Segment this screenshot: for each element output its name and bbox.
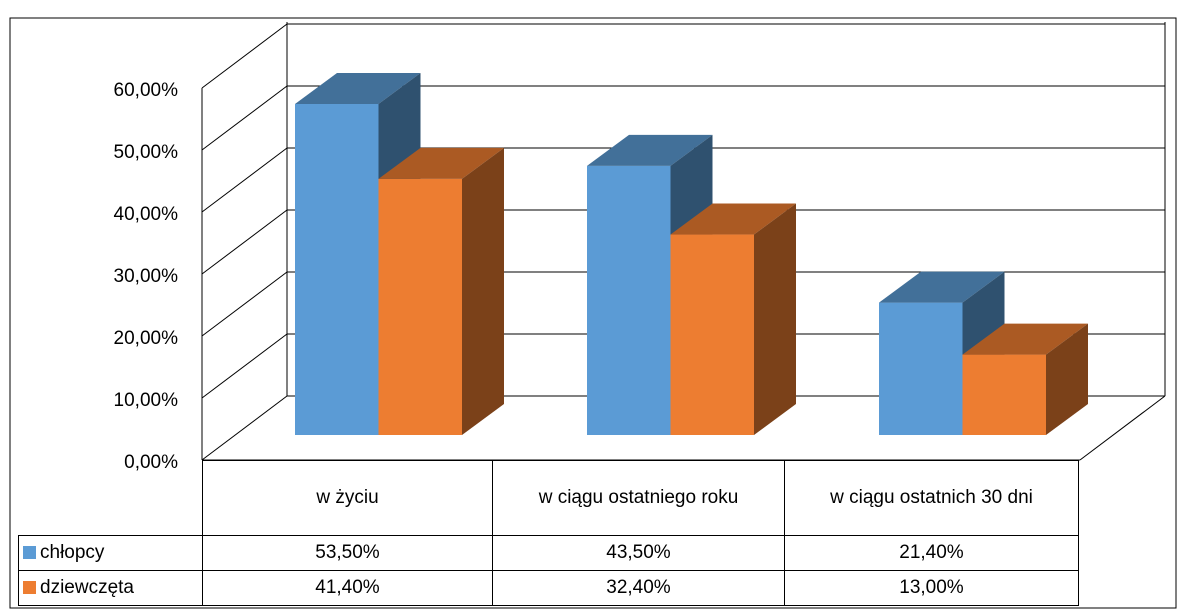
bar-top xyxy=(962,323,1088,355)
value-label: 41,40% xyxy=(202,570,493,606)
bar-side xyxy=(462,147,504,435)
category-label: w ciągu ostatnich 30 dni xyxy=(784,460,1079,536)
bars xyxy=(295,73,1088,436)
value-label: 53,50% xyxy=(202,535,493,571)
y-tick-label: 60,00% xyxy=(114,80,179,101)
bar-top xyxy=(879,271,1005,303)
bar-side xyxy=(1046,323,1088,435)
value-label: 43,50% xyxy=(492,535,785,571)
value-label: 13,00% xyxy=(784,570,1079,606)
series-row: dziewczęta 41,40% 32,40% 13,00% xyxy=(18,570,1079,606)
legend-cell: chłopcy xyxy=(18,535,203,571)
series-row: chłopcy 53,50% 43,50% 21,40% xyxy=(18,535,1079,571)
bar-front xyxy=(378,178,462,435)
value-label: 21,40% xyxy=(784,535,1079,571)
floor-edge xyxy=(1079,395,1166,461)
y-tick-label: 30,00% xyxy=(114,266,179,287)
legend-key xyxy=(23,581,36,594)
y-tick-label: 10,00% xyxy=(114,390,179,411)
data-table: w życiu w ciągu ostatniego roku w ciągu os… xyxy=(18,460,1079,606)
bar-top xyxy=(378,147,504,179)
bar-front xyxy=(962,354,1046,435)
grid-line-side xyxy=(201,23,288,89)
legend-key xyxy=(23,546,36,559)
bar-side xyxy=(754,203,796,435)
value-label: 32,40% xyxy=(492,570,785,606)
grid-line-side xyxy=(201,271,288,337)
grid-line-side xyxy=(201,395,288,461)
legend-label: dziewczęta xyxy=(40,577,134,598)
bar-top xyxy=(670,203,796,235)
chart-border xyxy=(9,17,1177,609)
bar-front xyxy=(879,302,963,435)
bar-front xyxy=(670,234,754,435)
y-tick-label: 20,00% xyxy=(114,328,179,349)
legend-cell: dziewczęta xyxy=(18,570,203,606)
category-label: w życiu xyxy=(202,460,493,536)
grid-line-side xyxy=(201,85,288,151)
header-row: w życiu w ciągu ostatniego roku w ciągu os… xyxy=(18,460,1079,536)
bar-front xyxy=(295,104,379,435)
bar-top xyxy=(587,134,713,166)
corner xyxy=(18,460,203,536)
legend-label: chłopcy xyxy=(40,542,105,563)
bar-top xyxy=(295,73,421,104)
grid-line-side xyxy=(201,209,288,275)
y-tick-label: 40,00% xyxy=(114,204,179,225)
bar-front xyxy=(587,165,671,436)
grid-line-side xyxy=(201,147,288,213)
grid-line-side xyxy=(201,333,288,399)
category-label: w ciągu ostatniego roku xyxy=(492,460,785,536)
y-tick-label: 50,00% xyxy=(114,142,179,163)
